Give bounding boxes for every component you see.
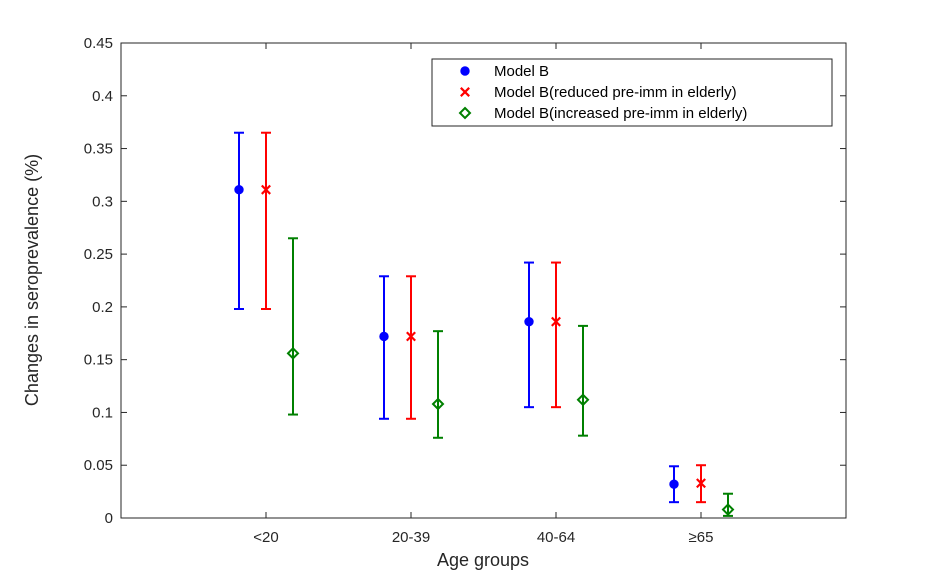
errorbar <box>286 237 300 416</box>
legend-box <box>431 58 833 127</box>
data-point <box>286 346 300 360</box>
y-tick-label: 0.3 <box>92 193 113 210</box>
y-tick-label: 0.2 <box>92 299 113 316</box>
legend-label: Model B(increased pre-imm in elderly) <box>494 105 747 122</box>
legend-marker-stroke-b <box>460 87 470 97</box>
data-point <box>669 479 679 489</box>
legend: Model B Model B(reduced pre-imm in elderl… <box>431 58 833 127</box>
y-tick-label: 0 <box>105 510 113 527</box>
axes-group: 0 0.05 0.1 0.15 0.2 0.25 0.3 0.35 0.4 0.45 <20 20-3… <box>84 35 846 546</box>
errorbar <box>524 261 534 409</box>
legend-label: Model B <box>494 63 549 80</box>
data-point-stroke-b <box>261 184 271 195</box>
data-point-stroke-b <box>696 478 706 489</box>
series-1 <box>234 131 679 504</box>
x-axis-title: Age groups <box>437 550 529 570</box>
y-tick-label: 0.45 <box>84 35 113 52</box>
legend-entry: Model B <box>460 63 549 80</box>
y-axis-title: Changes in seroprevalence (%) <box>22 154 42 406</box>
errorbar <box>551 261 561 409</box>
errorbar <box>721 492 735 517</box>
y-tick-label: 0.25 <box>84 246 113 263</box>
errorbar <box>234 131 244 310</box>
data-point-stroke-b <box>406 331 416 342</box>
legend-marker <box>458 106 472 120</box>
y-tick-label: 0.05 <box>84 457 113 474</box>
errorbar <box>576 324 590 437</box>
data-point-stroke-b <box>551 316 561 327</box>
y-tick-label: 0.15 <box>84 352 113 369</box>
series-2 <box>261 131 706 504</box>
data-point <box>696 478 706 489</box>
data-point <box>406 331 416 342</box>
y-tick-label: 0.35 <box>84 141 113 158</box>
data-point <box>431 397 445 411</box>
data-point <box>551 316 561 327</box>
data-point <box>721 503 735 516</box>
series-3 <box>286 237 735 517</box>
legend-entry: Model B(increased pre-imm in elderly) <box>458 105 747 122</box>
errorbar <box>406 275 416 420</box>
x-tick-label: <20 <box>253 529 278 546</box>
legend-entry: Model B(reduced pre-imm in elderly) <box>460 84 737 101</box>
data-point <box>379 331 389 342</box>
y-tick-label: 0.4 <box>92 88 113 105</box>
legend-marker <box>460 87 470 97</box>
errorbar <box>696 464 706 504</box>
marks-group <box>234 131 735 517</box>
plot-frame <box>120 42 847 519</box>
legend-label: Model B(reduced pre-imm in elderly) <box>494 84 737 101</box>
errorbar <box>261 131 271 310</box>
legend-marker <box>460 66 470 76</box>
errorbar <box>379 275 389 420</box>
errorbar <box>431 330 445 439</box>
x-tick-label: 40-64 <box>537 529 575 546</box>
y-tick-label: 0.1 <box>92 404 113 421</box>
data-point <box>261 184 271 195</box>
data-point <box>576 393 590 407</box>
x-tick-label: 20-39 <box>392 529 430 546</box>
data-point <box>234 185 244 195</box>
x-tick-label: ≥65 <box>689 529 714 546</box>
data-point <box>524 316 534 327</box>
errorbar <box>669 465 679 504</box>
